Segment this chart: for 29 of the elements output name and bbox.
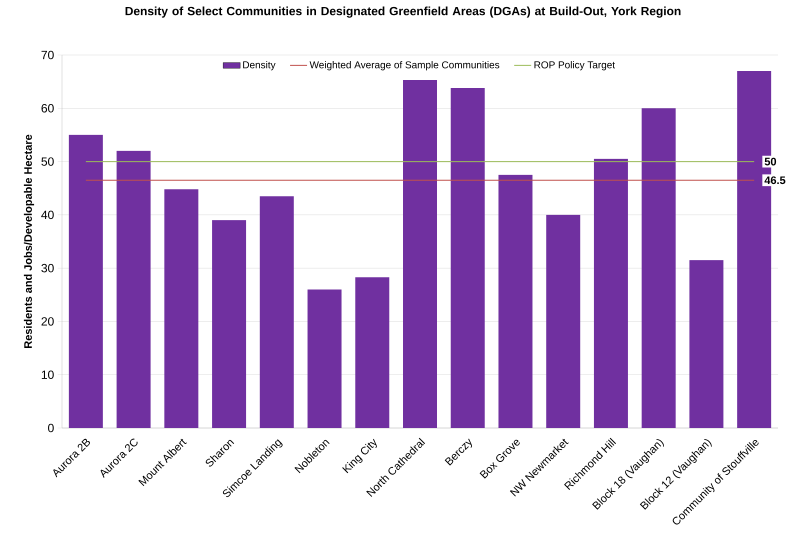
y-tick-label: 50: [41, 157, 54, 166]
bar: [642, 108, 676, 428]
y-tick-label: 70: [42, 50, 54, 60]
bar: [260, 196, 294, 428]
y-tick-label: 20: [42, 317, 54, 326]
legend-label: Weighted Average of Sample Communities: [310, 61, 500, 70]
bar: [450, 88, 485, 428]
y-tick-label: 30: [41, 264, 54, 272]
chart-title: Density of Select Communities in Designated Greenfield Areas (DGAs) at Build-Out, York Region: [126, 6, 680, 18]
y-tick-label: 10: [42, 370, 54, 379]
y-tick-label: 60: [42, 104, 54, 113]
data-label: 50: [764, 158, 776, 166]
bar: [355, 277, 390, 428]
y-tick-label: 40: [41, 210, 54, 220]
legend-label: ROP Policy Target: [534, 61, 615, 70]
data-label: 46.5: [764, 176, 786, 184]
bar: [116, 150, 151, 428]
y-axis-title: Residents and Jobs/Developable Hectare: [24, 134, 34, 348]
bar: [308, 289, 342, 428]
bar: [594, 158, 628, 428]
legend-label: Density: [243, 61, 276, 70]
bar: [498, 174, 532, 428]
bar: [546, 214, 580, 428]
bar: [403, 80, 438, 428]
bar: [689, 260, 724, 428]
y-tick-label: 0: [48, 424, 54, 432]
bar: [212, 220, 246, 428]
bar: [68, 134, 103, 428]
bar: [164, 189, 198, 428]
